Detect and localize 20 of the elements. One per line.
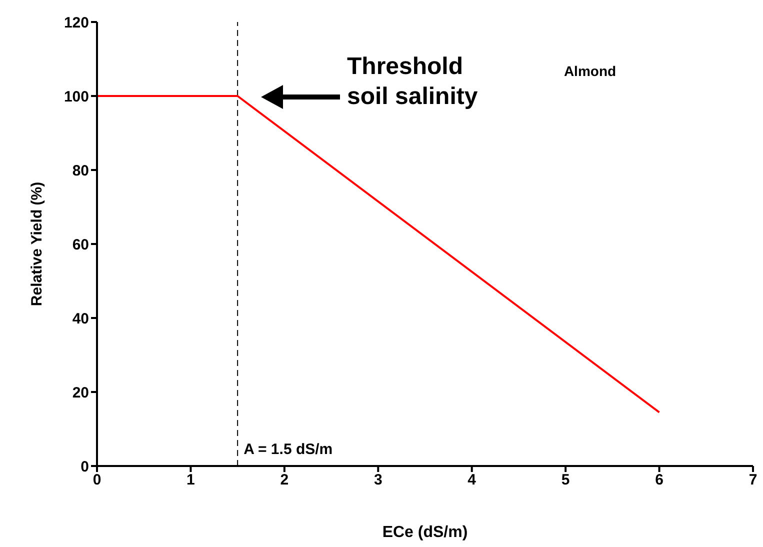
x-tick-label: 0 <box>92 472 102 489</box>
x-axis-title: ECe (dS/m) <box>382 524 468 541</box>
x-tick-label: 4 <box>468 472 477 489</box>
x-tick-label: 7 <box>748 472 758 489</box>
y-tick-label: 120 <box>64 14 89 32</box>
y-axis-title: Relative Yield (%) <box>28 182 46 306</box>
ref-line-label: A = 1.5 dS/m <box>244 441 333 458</box>
y-tick-label: 100 <box>64 88 89 106</box>
annotation: Almond <box>564 63 616 79</box>
x-tick-label: 2 <box>280 472 289 489</box>
y-tick-label: 0 <box>80 458 89 476</box>
y-tick-label: 40 <box>72 310 89 328</box>
x-tick-label: 1 <box>186 472 195 489</box>
y-tick-label: 80 <box>72 162 89 180</box>
annotation: Threshold soil salinity <box>347 53 478 110</box>
x-tick-label: 5 <box>561 472 570 489</box>
y-tick-label: 60 <box>72 236 89 254</box>
x-tick-label: 6 <box>655 472 664 489</box>
y-tick-label: 20 <box>72 384 89 402</box>
x-tick-label: 3 <box>374 472 382 489</box>
